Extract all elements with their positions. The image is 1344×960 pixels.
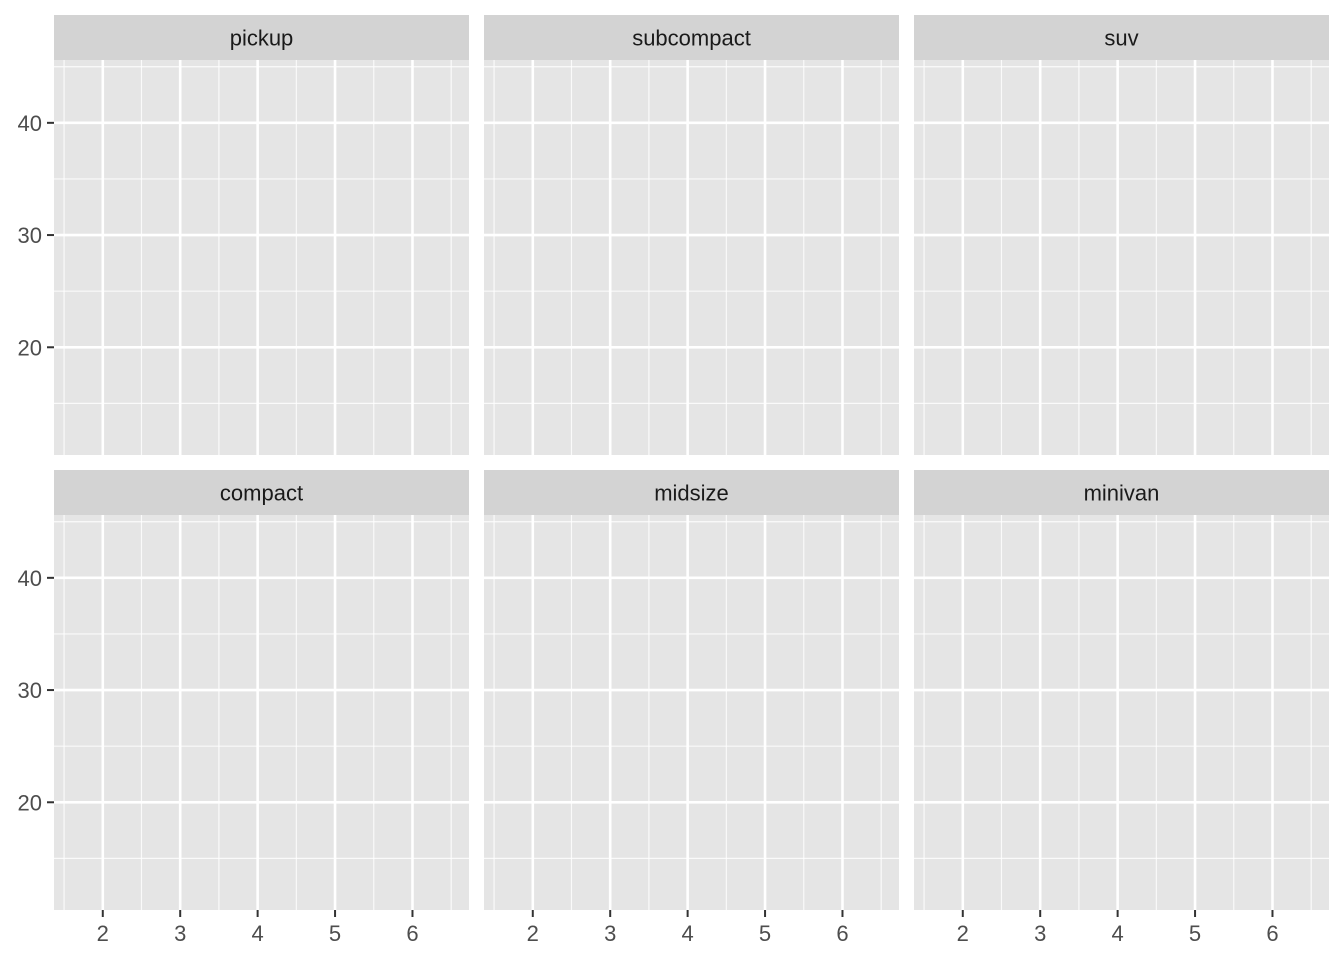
- facet-strip: [914, 15, 1329, 60]
- x-tick-label: 6: [836, 921, 848, 946]
- panel-background: [54, 60, 469, 455]
- panel-background: [484, 515, 899, 910]
- x-tick-label: 2: [957, 921, 969, 946]
- panel-background: [54, 515, 469, 910]
- facet-panel-suv: suv: [914, 15, 1329, 455]
- y-tick-label: 30: [18, 678, 42, 703]
- y-tick-label: 20: [18, 335, 42, 360]
- facet-strip: [54, 15, 469, 60]
- facet-strip-label: subcompact: [632, 26, 751, 51]
- y-tick-label: 30: [18, 223, 42, 248]
- facet-strip-label: compact: [220, 481, 303, 506]
- x-tick-label: 5: [329, 921, 341, 946]
- x-tick-label: 3: [1034, 921, 1046, 946]
- facet-panel-minivan: minivan 2 3 4 5 6: [914, 470, 1329, 946]
- y-tick-label: 40: [18, 566, 42, 591]
- facet-strip: [484, 470, 899, 515]
- panel-background: [914, 515, 1329, 910]
- x-tick-label: 5: [759, 921, 771, 946]
- x-tick-label: 4: [252, 921, 264, 946]
- x-tick-label: 6: [1266, 921, 1278, 946]
- facet-strip-label: midsize: [654, 481, 729, 506]
- facet-panel-subcompact: subcompact: [484, 15, 899, 455]
- x-tick-label: 3: [174, 921, 186, 946]
- facet-strip: [914, 470, 1329, 515]
- panel-background: [484, 60, 899, 455]
- x-tick-label: 4: [1112, 921, 1124, 946]
- x-tick-label: 5: [1189, 921, 1201, 946]
- facet-panel-midsize: midsize 2 3 4 5 6: [484, 470, 899, 946]
- x-tick-label: 3: [604, 921, 616, 946]
- x-tick-label: 6: [406, 921, 418, 946]
- facet-panel-pickup: pickup 20 30 40: [18, 15, 469, 455]
- facet-strip-label: minivan: [1084, 481, 1160, 506]
- facet-strip-label: suv: [1104, 26, 1138, 51]
- facet-strip: [484, 15, 899, 60]
- facet-panel-compact: compact 20 30 40 2 3 4 5 6: [18, 470, 469, 946]
- x-tick-label: 4: [682, 921, 694, 946]
- facet-strip: [54, 470, 469, 515]
- x-tick-label: 2: [527, 921, 539, 946]
- y-tick-label: 20: [18, 790, 42, 815]
- y-tick-label: 40: [18, 111, 42, 136]
- facet-strip-label: pickup: [230, 26, 294, 51]
- x-tick-label: 2: [97, 921, 109, 946]
- panel-background: [914, 60, 1329, 455]
